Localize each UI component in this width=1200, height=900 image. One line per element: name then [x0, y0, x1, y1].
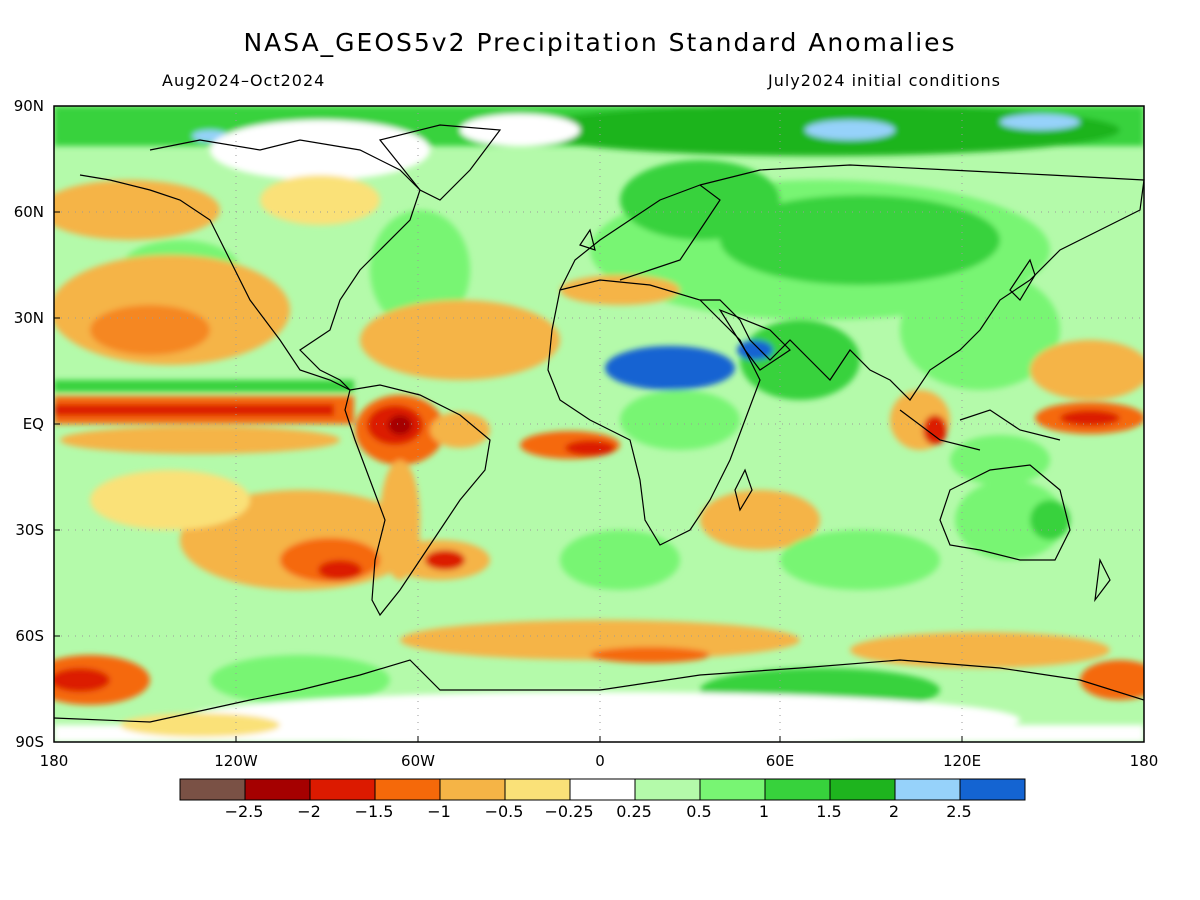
lat-label-60s: 60S — [15, 627, 44, 645]
lat-label-30s: 30S — [15, 521, 44, 539]
colorbar-label: −1.5 — [354, 802, 394, 821]
colorbar-swatch — [894, 778, 961, 801]
initial-conditions-label: July2024 initial conditions — [768, 71, 1001, 90]
colorbar-label: 0.25 — [616, 802, 652, 821]
colorbar-swatch — [699, 778, 766, 801]
lon-label-60w: 60W — [401, 752, 435, 770]
chart-title: NASA_GEOS5v2 Precipitation Standard Anom… — [243, 28, 957, 57]
lat-label-60n: 60N — [13, 203, 44, 221]
colorbar-label: −1 — [427, 802, 451, 821]
colorbar-label: −0.25 — [544, 802, 594, 821]
colorbar-swatch — [959, 778, 1026, 801]
colorbar-swatch — [634, 778, 701, 801]
lon-label-180e: 180 — [1129, 752, 1159, 770]
colorbar-label: −0.5 — [484, 802, 524, 821]
colorbar-label: −2 — [297, 802, 321, 821]
colorbar-swatch — [244, 778, 311, 801]
lon-label-120w: 120W — [214, 752, 258, 770]
period-label: Aug2024–Oct2024 — [162, 71, 326, 90]
lat-label-90n: 90N — [13, 97, 44, 115]
colorbar-label: 0.5 — [686, 802, 712, 821]
anomaly-field — [54, 106, 1144, 742]
colorbar-label: 2.5 — [946, 802, 972, 821]
colorbar-swatch — [309, 778, 376, 801]
lat-label-30n: 30N — [13, 309, 44, 327]
tick-marks — [54, 105, 963, 743]
colorbar — [179, 778, 1026, 801]
colorbar-swatch — [439, 778, 506, 801]
colorbar-label: 1 — [758, 802, 770, 821]
lon-label-180w: 180 — [39, 752, 69, 770]
coastlines — [53, 124, 1145, 723]
colorbar-swatch — [569, 778, 636, 801]
graticule — [54, 106, 1144, 742]
colorbar-label: 2 — [888, 802, 900, 821]
lon-label-0: 0 — [595, 752, 605, 770]
colorbar-label: −2.5 — [224, 802, 264, 821]
colorbar-swatch — [504, 778, 571, 801]
lat-label-90s: 90S — [15, 733, 44, 751]
lat-label-eq: EQ — [22, 415, 44, 433]
colorbar-swatch — [764, 778, 831, 801]
colorbar-swatch — [179, 778, 246, 801]
lon-label-120e: 120E — [942, 752, 982, 770]
lon-label-60e: 60E — [765, 752, 795, 770]
colorbar-swatch — [374, 778, 441, 801]
colorbar-label: 1.5 — [816, 802, 842, 821]
colorbar-swatch — [829, 778, 896, 801]
